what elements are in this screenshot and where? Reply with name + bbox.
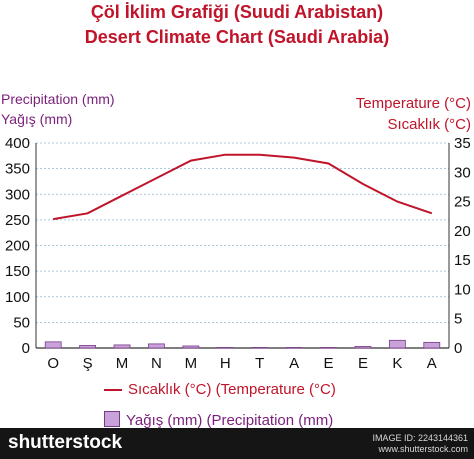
legend-temperature-label: Sıcaklık (°C) (Temperature (°C) — [128, 381, 336, 398]
right-tick-label: 30 — [454, 164, 471, 181]
legend-line-swatch — [104, 389, 122, 392]
right-tick-label: 20 — [454, 223, 471, 240]
precipitation-bar — [285, 347, 303, 349]
precipitation-bar — [251, 347, 269, 349]
right-tick-label: 35 — [454, 135, 471, 152]
precipitation-bar — [113, 344, 131, 349]
month-label: M — [185, 355, 198, 372]
precipitation-bar — [423, 341, 441, 349]
left-tick-label: 350 — [5, 161, 30, 178]
right-tick-label: 15 — [454, 252, 471, 269]
left-tick-label: 300 — [5, 186, 30, 203]
left-tick-label: 250 — [5, 212, 30, 229]
legend-bar-swatch — [104, 411, 120, 427]
chart-title-turkish: Çöl İklim Grafiği (Suudi Arabistan) — [90, 2, 384, 22]
right-tick-label: 0 — [454, 340, 462, 357]
chart-title-english: Desert Climate Chart (Saudi Arabia) — [84, 27, 390, 47]
climate-chart: 0 50 100 150 200 250 300 350 400 0 5 10 15 20 25 30 35 O Ş… — [5, 135, 471, 372]
legend-precipitation: Yağış (mm) (Precipitation (mm) — [104, 411, 333, 429]
precipitation-bar — [44, 341, 62, 349]
precipitation-bar — [79, 345, 97, 349]
precipitation-bar — [148, 343, 165, 349]
site-url-text: www.shutterstock.com — [378, 444, 468, 454]
month-label: T — [255, 355, 264, 372]
month-label: M — [116, 355, 129, 372]
left-tick-label: 50 — [13, 314, 30, 331]
month-label: H — [220, 355, 231, 372]
month-label: A — [427, 355, 437, 372]
right-axis-title-turkish: Sıcaklık (°C) — [387, 116, 471, 133]
legend-temperature: Sıcaklık (°C) (Temperature (°C) — [104, 381, 336, 398]
left-tick-label: 150 — [5, 263, 30, 280]
month-label: O — [47, 355, 59, 372]
precipitation-bar — [216, 347, 234, 349]
right-tick-label: 25 — [454, 194, 471, 211]
footer-bar: shutterstock IMAGE ID: 2243144361 www.sh… — [0, 428, 474, 459]
left-axis-title-turkish: Yağış (mm) — [1, 111, 73, 127]
month-label: A — [289, 355, 299, 372]
shutterstock-logo: shutterstock — [8, 432, 123, 453]
left-axis-title-english: Precipitation (mm) — [1, 91, 115, 107]
right-tick-label: 10 — [454, 281, 471, 298]
month-label: E — [358, 355, 368, 372]
legend-precipitation-label: Yağış (mm) (Precipitation (mm) — [126, 412, 334, 429]
right-axis-title-english: Temperature (°C) — [355, 95, 471, 112]
left-tick-label: 0 — [22, 340, 30, 357]
precipitation-bar — [354, 346, 372, 349]
month-label: Ş — [83, 355, 93, 372]
left-tick-label: 100 — [5, 289, 30, 306]
month-label: E — [324, 355, 334, 372]
temperature-line — [53, 153, 433, 221]
right-tick-label: 5 — [454, 311, 462, 328]
precipitation-bar — [182, 345, 200, 349]
month-label: N — [151, 355, 162, 372]
left-tick-label: 200 — [5, 238, 30, 255]
month-label: K — [392, 355, 402, 372]
left-tick-label: 400 — [5, 135, 30, 152]
image-id-text: IMAGE ID: 2243144361 — [372, 433, 468, 443]
precipitation-bar — [388, 339, 406, 349]
precipitation-bar — [320, 347, 337, 349]
